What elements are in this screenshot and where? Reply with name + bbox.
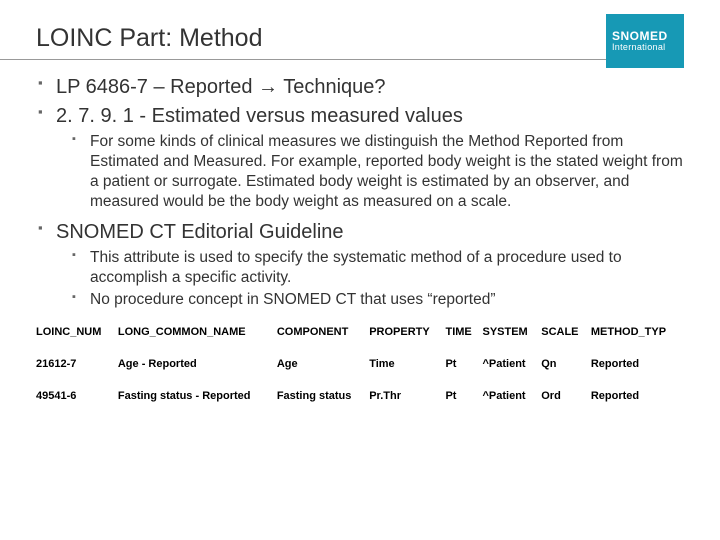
snomed-logo: SNOMED International <box>606 14 684 68</box>
cell: 49541-6 <box>36 380 118 412</box>
col-header: SCALE <box>541 322 591 348</box>
bullet-text: This attribute is used to specify the sy… <box>90 249 622 286</box>
cell: Fasting status <box>277 380 369 412</box>
bullet-list-level2: This attribute is used to specify the sy… <box>72 248 684 310</box>
cell: ^Patient <box>482 348 541 380</box>
col-header: METHOD_TYP <box>591 322 684 348</box>
col-header: LOINC_NUM <box>36 322 118 348</box>
cell: Reported <box>591 380 684 412</box>
cell: 21612-7 <box>36 348 118 380</box>
bullet-text: 2. 7. 9. 1 - Estimated versus measured v… <box>56 105 463 127</box>
slide-body: LP 6486-7 – Reported → Technique? 2. 7. … <box>0 60 720 310</box>
table-row: 21612-7 Age - Reported Age Time Pt ^Pati… <box>36 348 684 380</box>
table-header-row: LOINC_NUM LONG_COMMON_NAME COMPONENT PRO… <box>36 322 684 348</box>
bullet-item: 2. 7. 9. 1 - Estimated versus measured v… <box>36 103 684 130</box>
cell: Pr.Thr <box>369 380 445 412</box>
bullet-item: No procedure concept in SNOMED CT that u… <box>72 290 684 310</box>
cell: Pt <box>445 380 482 412</box>
data-table: LOINC_NUM LONG_COMMON_NAME COMPONENT PRO… <box>36 322 684 412</box>
bullet-list-level2: For some kinds of clinical measures we d… <box>72 132 684 213</box>
col-header: PROPERTY <box>369 322 445 348</box>
bullet-item: LP 6486-7 – Reported → Technique? <box>36 74 684 101</box>
col-header: SYSTEM <box>482 322 541 348</box>
cell: Age <box>277 348 369 380</box>
bullet-text: SNOMED CT Editorial Guideline <box>56 221 344 243</box>
cell: Reported <box>591 348 684 380</box>
bullet-text: No procedure concept in SNOMED CT that u… <box>90 291 495 308</box>
cell: Ord <box>541 380 591 412</box>
bullet-item: This attribute is used to specify the sy… <box>72 248 684 288</box>
bullet-list-level1: LP 6486-7 – Reported → Technique? 2. 7. … <box>36 74 684 130</box>
bullet-text: LP 6486-7 – Reported → Technique? <box>56 76 386 98</box>
table-row: 49541-6 Fasting status - Reported Fastin… <box>36 380 684 412</box>
bullet-item: SNOMED CT Editorial Guideline <box>36 219 684 246</box>
bullet-item: For some kinds of clinical measures we d… <box>72 132 684 213</box>
cell: ^Patient <box>482 380 541 412</box>
cell: Age - Reported <box>118 348 277 380</box>
page-title: LOINC Part: Method <box>36 24 684 53</box>
logo-line1: SNOMED <box>612 30 668 43</box>
cell: Qn <box>541 348 591 380</box>
bullet-list-level1: SNOMED CT Editorial Guideline <box>36 219 684 246</box>
col-header: TIME <box>445 322 482 348</box>
cell: Fasting status - Reported <box>118 380 277 412</box>
col-header: LONG_COMMON_NAME <box>118 322 277 348</box>
slide-header: LOINC Part: Method SNOMED International <box>0 0 684 60</box>
col-header: COMPONENT <box>277 322 369 348</box>
logo-line2: International <box>612 43 665 52</box>
bullet-text: For some kinds of clinical measures we d… <box>90 133 683 210</box>
cell: Time <box>369 348 445 380</box>
cell: Pt <box>445 348 482 380</box>
